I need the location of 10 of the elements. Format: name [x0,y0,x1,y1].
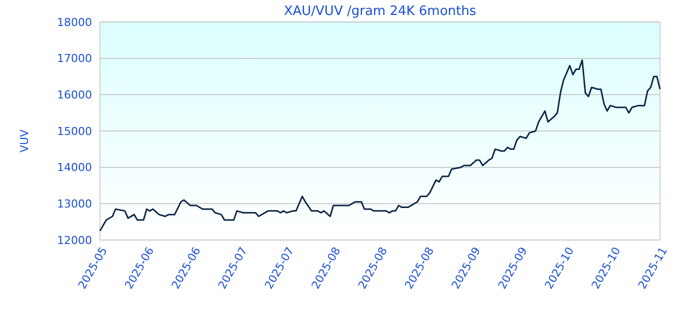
y-tick-label: 18000 [57,16,92,29]
y-tick-label: 14000 [57,161,92,174]
y-tick-label: 12000 [57,234,92,247]
y-tick-label: 16000 [57,88,92,102]
chart-title: XAU/VUV /gram 24K 6months [284,4,476,19]
y-tick-label: 15000 [57,124,92,138]
y-axis-title: VUV [18,128,31,153]
y-tick-label: 17000 [57,52,92,66]
line-series [99,59,661,232]
y-tick-label: 13000 [57,198,92,211]
